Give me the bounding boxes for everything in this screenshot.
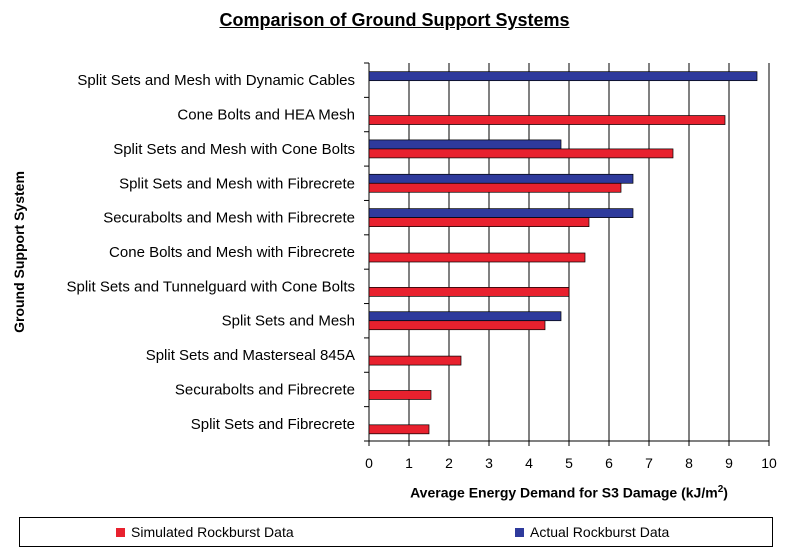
category-label: Split Sets and Fibrecrete: [191, 416, 355, 433]
category-label: Cone Bolts and Mesh with Fibrecrete: [109, 244, 355, 261]
category-label: Split Sets and Tunnelguard with Cone Bol…: [66, 278, 355, 295]
x-axis-label-superscript: 2: [717, 484, 724, 495]
bar-simulated: [368, 355, 462, 366]
legend-item-actual: Actual Rockburst Data: [515, 524, 669, 540]
legend-item-simulated: Simulated Rockburst Data: [116, 524, 294, 540]
bar-simulated: [368, 217, 590, 227]
bar-actual: [368, 139, 562, 150]
x-tick-label: 3: [485, 455, 493, 471]
category-label: Securabolts and Fibrecrete: [175, 381, 355, 398]
bar-actual: [368, 71, 758, 82]
x-tick-label: 7: [645, 455, 653, 471]
x-tick-label: 10: [761, 455, 777, 471]
bar-actual: [368, 311, 562, 322]
legend-swatch-actual: [515, 527, 524, 537]
bar-actual: [368, 173, 634, 184]
category-label: Split Sets and Mesh with Fibrecrete: [119, 175, 355, 192]
category-label: Split Sets and Mesh: [222, 313, 355, 330]
legend: Simulated Rockburst Data Actual Rockburs…: [19, 517, 773, 547]
x-tick-label: 0: [365, 455, 373, 471]
category-label: Split Sets and Mesh with Dynamic Cables: [77, 72, 355, 89]
x-tick-label: 6: [605, 455, 613, 471]
bar-simulated: [368, 182, 622, 193]
x-tick-label: 5: [565, 455, 573, 471]
x-tick-label: 2: [445, 455, 453, 471]
category-label: Split Sets and Masterseal 845A: [146, 347, 355, 364]
legend-label-simulated: Simulated Rockburst Data: [131, 524, 294, 540]
legend-label-actual: Actual Rockburst Data: [530, 524, 670, 540]
bar-actual: [368, 208, 634, 218]
bar-simulated: [368, 115, 726, 125]
x-tick-label: 1: [405, 455, 413, 471]
bar-simulated: [368, 148, 674, 159]
x-tick-label: 8: [685, 455, 693, 471]
bar-simulated: [368, 252, 586, 263]
legend-swatch-simulated: [116, 527, 125, 537]
x-tick-label: 9: [725, 455, 733, 471]
x-tick-label: 4: [525, 455, 533, 471]
category-label: Securabolts and Mesh with Fibrecrete: [103, 210, 355, 227]
category-label: Cone Bolts and HEA Mesh: [177, 107, 355, 124]
chart-title: Comparison of Ground Support Systems: [219, 10, 570, 30]
bar-simulated: [368, 424, 430, 435]
bar-simulated: [368, 287, 570, 297]
category-label: Split Sets and Mesh with Cone Bolts: [113, 141, 355, 158]
bar-simulated: [368, 390, 432, 400]
bar-simulated: [368, 320, 546, 331]
x-axis-label: Average Energy Demand for S3 Damage (kJ/…: [410, 484, 728, 501]
